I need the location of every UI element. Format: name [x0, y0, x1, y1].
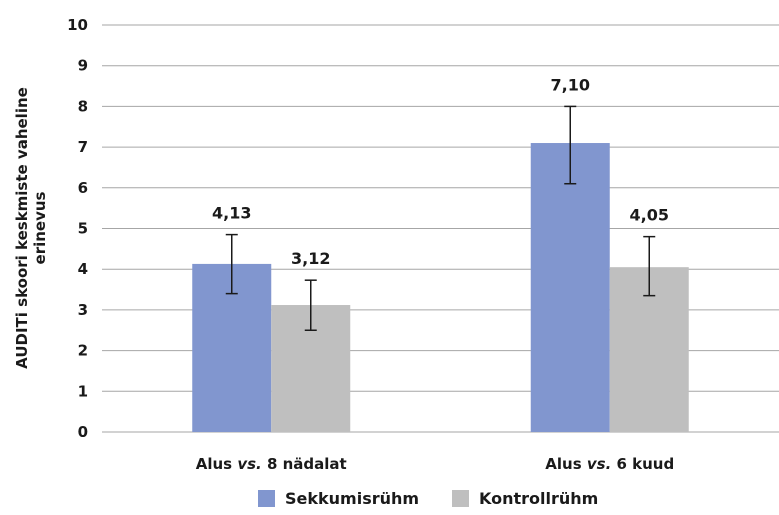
error-bar	[564, 105, 577, 185]
data-label: 3,12	[291, 249, 330, 268]
y-axis-title-text: AUDITi skoori keskmiste vahelineerinevus	[13, 87, 49, 369]
error-bar	[304, 279, 317, 331]
y-axis-ticks: 0 1 2 3 4 5 6 7 8 9 10	[67, 16, 88, 441]
y-tick-label: 4	[78, 260, 88, 278]
legend-swatch	[452, 490, 469, 507]
bar-sekkumisrühm-2	[530, 143, 610, 432]
x-category-label: Alus vs. 8 nädalat	[196, 455, 347, 473]
data-labels: 4,13 3,12 7,10 4,05	[212, 75, 669, 268]
y-tick-label: 0	[78, 423, 88, 441]
y-tick-label: 1	[78, 382, 88, 400]
legend-label: Kontrollrühm	[479, 489, 598, 508]
legend-swatch	[258, 490, 275, 507]
data-label: 4,13	[212, 204, 251, 223]
y-tick-label: 10	[67, 16, 88, 34]
y-tick-label: 3	[78, 301, 88, 319]
y-axis-title: AUDITi skoori keskmiste vahelineerinevus	[13, 87, 49, 369]
legend-label: Sekkumisrühm	[285, 489, 419, 508]
error-bar	[225, 233, 238, 295]
data-label: 4,05	[630, 206, 669, 225]
bars	[192, 143, 689, 432]
legend-item-sekkumisrühm: Sekkumisrühm	[258, 489, 419, 508]
y-tick-label: 7	[78, 138, 88, 156]
y-tick-label: 8	[78, 97, 88, 115]
y-tick-label: 5	[78, 220, 88, 238]
error-bars	[225, 105, 656, 331]
error-bar	[643, 235, 656, 297]
legend-item-kontrollrühm: Kontrollrühm	[452, 489, 598, 508]
data-label: 7,10	[551, 75, 590, 94]
y-tick-label: 6	[78, 179, 88, 197]
x-category-label: Alus vs. 6 kuud	[545, 455, 674, 473]
y-tick-label: 2	[78, 342, 88, 360]
x-axis-categories: Alus vs. 8 nädalat Alus vs. 6 kuud	[196, 455, 674, 473]
legend: Sekkumisrühm Kontrollrühm	[258, 489, 598, 508]
y-tick-label: 9	[78, 57, 88, 75]
